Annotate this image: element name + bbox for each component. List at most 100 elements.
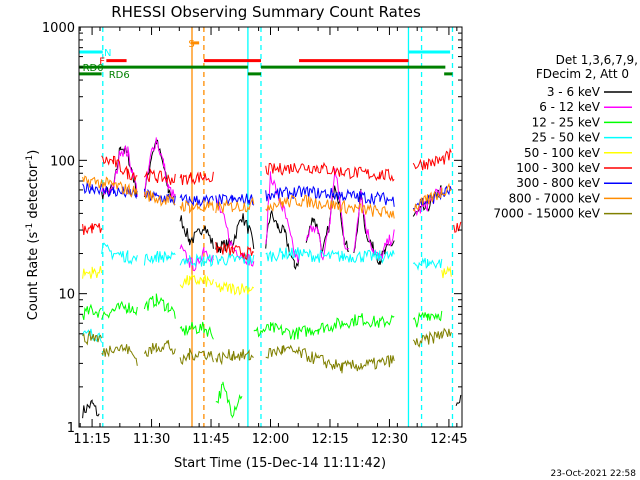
series-5 [82,147,462,261]
series-7-segment-3 [179,199,214,214]
legend-label-2: 12 - 25 keV [532,115,601,129]
series-0-segment-5 [265,210,300,271]
series-0-segment-0 [82,399,100,419]
series-4-segment-2 [215,281,255,296]
series-5-segment-5 [265,161,395,182]
series-1-segment-1 [143,137,176,199]
y-axis-label-sup1: -1 [25,223,35,232]
flag-label-0: N [104,48,111,59]
x-tick-label-1: 11:30 [133,432,170,447]
series-4-segment-3 [441,265,452,279]
series-6-segment-5 [265,185,395,207]
series-7-segment-4 [215,196,255,214]
legend-label-6: 300 - 800 keV [516,176,600,190]
x-tick-label-4: 12:15 [311,432,348,447]
series-7 [82,175,452,219]
y-tick-label-0: 1 [67,421,75,436]
series-1-segment-0 [101,144,138,197]
series-2-segment-5 [253,313,395,340]
series-4 [82,265,452,296]
series-8 [82,327,452,374]
y-axis-label: Count Rate (s-1 detector-1) [25,150,41,321]
x-tick-label-2: 11:45 [192,432,229,447]
series-6-segment-1 [101,185,138,200]
series-2-segment-3 [179,321,214,340]
legend-label-8: 7000 - 15000 keV [493,207,600,221]
series-5-segment-0 [82,223,103,235]
series-2-segment-6 [412,310,443,328]
chart-title: RHESSI Observing Summary Count Rates [111,3,421,21]
series-6-segment-0 [82,181,103,196]
x-tick-label-0: 11:15 [73,432,110,447]
series-1-segment-4 [265,171,300,263]
x-tick-label-5: 12:30 [371,432,408,447]
series-3-segment-0 [82,328,103,343]
legend-header-2: FDecim 2, Att 0 [536,67,629,81]
legend-label-5: 100 - 300 keV [516,161,600,175]
series-7-segment-0 [82,175,103,189]
y-axis-label-end: ) [26,150,41,155]
series-2-segment-4 [215,381,243,419]
series-5-segment-1 [101,155,138,181]
series-7-segment-5 [265,194,395,219]
series-3-segment-3 [179,253,214,268]
series-1-segment-2 [179,243,214,272]
flag-label-3: RD0 [83,63,104,74]
series-0-segment-9 [455,394,462,406]
legend-label-4: 50 - 100 keV [524,146,601,160]
x-axis-label: Start Time (15-Dec-14 11:11:42) [174,456,386,471]
footer-timestamp: 23-Oct-2021 22:58 [551,469,637,479]
series-2 [82,293,443,419]
series-5-segment-6 [412,147,452,171]
flag-label-1: F [99,57,105,68]
series-5-segment-2 [144,168,176,185]
legend-header-1: Det 1,3,6,7,9, [556,53,638,67]
y-axis-label-mid: detector [26,163,41,223]
series-6-segment-4 [215,193,255,207]
x-tick-label-3: 12:00 [252,432,289,447]
series-8-segment-3 [179,348,214,365]
plot-area: NF S RD0 RD6 1 10 100 1000 11:15 11:30 11:45 12:00 1… [42,21,468,447]
flag-label-2: S [188,39,194,50]
series-3-segment-2 [143,250,176,266]
series-3 [82,242,443,343]
legend-label-0: 3 - 6 keV [547,85,601,99]
series-2-segment-1 [101,300,138,320]
series-6-segment-3 [179,193,214,208]
series-7-segment-1 [101,176,138,198]
series-1-segment-6 [353,190,395,260]
series-0-segment-4 [215,213,255,253]
series-1 [101,137,443,272]
series-3-segment-6 [412,257,443,271]
series-4-segment-1 [179,274,214,289]
series-0-segment-2 [143,139,176,200]
series-8-segment-5 [265,344,395,374]
series-8-segment-0 [82,330,103,346]
series-8-segment-4 [215,349,254,366]
series-3-segment-5 [265,247,395,264]
y-axis-label-main: Count Rate (s [26,232,41,321]
legend-label-7: 800 - 7000 keV [509,191,601,205]
legend-label-1: 6 - 12 keV [539,100,601,114]
series-7-segment-2 [143,190,176,207]
series-0-segment-3 [179,215,214,249]
series-5-segment-4 [215,241,255,261]
legend-label-3: 25 - 50 keV [532,131,601,145]
flag-label-4: RD6 [109,70,130,81]
series-3-segment-1 [101,242,138,265]
y-tick-label-3: 1000 [42,21,75,36]
y-axis-label-sup2: -1 [25,155,35,164]
y-tick-label-2: 100 [50,154,75,169]
series-8-segment-6 [412,327,452,348]
series-2-segment-2 [143,293,176,319]
series-8-segment-2 [143,339,176,357]
series-2-segment-0 [82,303,102,321]
series-1-segment-5 [305,168,350,261]
series-5-segment-3 [179,171,214,186]
series-5-segment-7 [453,221,462,233]
series-8-segment-1 [101,343,138,366]
y-tick-label-1: 10 [58,288,75,303]
series-3-segment-4 [215,252,255,266]
